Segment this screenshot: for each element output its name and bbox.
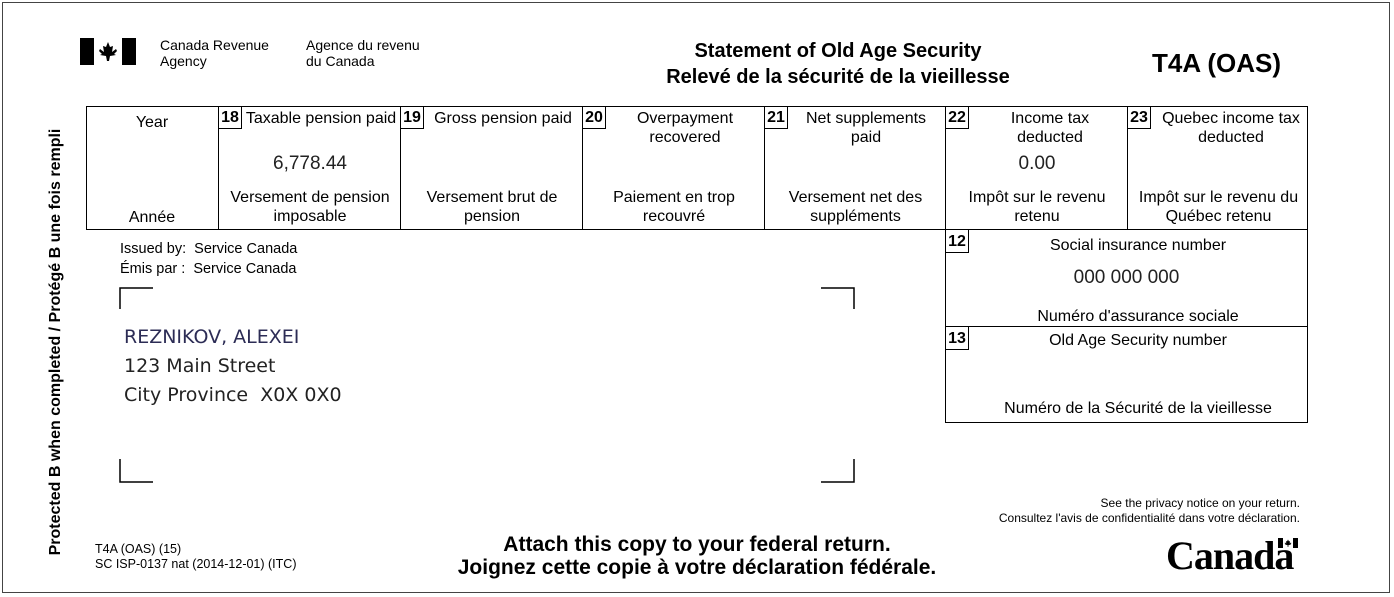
box-number: 22: [946, 106, 969, 129]
emis-par: Émis par : Service Canada: [120, 261, 297, 277]
issued-by: Issued by: Service Canada: [120, 241, 298, 257]
box-label-fr: Impôt sur le revenu retenu: [968, 189, 1106, 225]
agency-fr-line2: du Canada: [306, 53, 375, 69]
box-number: 12: [946, 230, 969, 253]
amount-boxes-row: [86, 106, 1308, 230]
wordmark-text: Canada: [1166, 533, 1294, 578]
box-18-taxable-pension[interactable]: 18 Taxable pension paid 6,778.44 Verseme…: [218, 106, 400, 230]
box-label-en: Net supplements paid: [805, 110, 927, 146]
box-number: 23: [1128, 106, 1151, 129]
privacy-en: See the privacy notice on your return.: [1100, 496, 1300, 510]
box-22-income-tax[interactable]: 22 Income tax deducted 0.00 Impôt sur le…: [945, 106, 1127, 230]
canada-wordmark: Canada: [1166, 532, 1306, 578]
agency-en-line1: Canada Revenue: [160, 37, 269, 53]
box-number: 18: [219, 106, 242, 129]
form-identifier: T4A (OAS) (15) SC ISP-0137 nat (2014-12-…: [95, 542, 296, 572]
privacy-notice: See the privacy notice on your return. C…: [900, 496, 1300, 526]
title-fr: Relevé de la sécurité de la vieillesse: [666, 66, 1010, 88]
year-box[interactable]: Year Année: [86, 106, 218, 230]
box-value: 0.00: [1018, 153, 1056, 174]
sin-label-fr: Numéro d'assurance sociale: [1037, 308, 1239, 325]
form-id: T4A (OAS) (15): [95, 542, 182, 556]
box-21-net-supplements[interactable]: 21 Net supplements paid Versement net de…: [764, 106, 945, 230]
sin-label-en: Social insurance number: [1049, 237, 1227, 254]
year-label-fr: Année: [128, 209, 176, 226]
agency-fr-line1: Agence du revenu: [306, 37, 420, 53]
box-label-fr: Versement de pension imposable: [230, 189, 390, 225]
agency-name-en: Canada Revenue Agency: [160, 37, 269, 69]
box-13-oas-number[interactable]: 13 Old Age Security number Numéro de la …: [945, 326, 1308, 423]
protected-b-notice: Protected B when completed / Protégé B u…: [47, 128, 64, 556]
privacy-fr: Consultez l'avis de confidentialité dans…: [998, 511, 1300, 525]
recipient-name: REZNIKOV, ALEXEI: [124, 326, 300, 348]
form-ref: SC ISP-0137 nat (2014-12-01) (ITC): [95, 557, 297, 571]
issuer-block: Issued by: Service Canada Émis par : Ser…: [120, 239, 297, 279]
box-label-fr: Impôt sur le revenu du Québec retenu: [1138, 189, 1299, 225]
box-label-fr: Paiement en trop recouvré: [613, 189, 735, 225]
attach-instruction: Attach this copy to your federal return.…: [397, 533, 997, 579]
box-23-quebec-tax[interactable]: 23 Quebec income tax deducted Impôt sur …: [1127, 106, 1308, 230]
box-label-en: Taxable pension paid: [245, 110, 397, 127]
canada-flag-icon: [80, 38, 136, 65]
form-title: Statement of Old Age Security Relevé de …: [588, 38, 1088, 90]
box-12-sin[interactable]: 12 Social insurance number 000 000 000 N…: [945, 229, 1308, 327]
oas-label-en: Old Age Security number: [1049, 332, 1227, 349]
recipient-city: City Province X0X 0X0: [124, 384, 342, 406]
sin-value: 000 000 000: [1073, 267, 1180, 288]
box-label-en: Income tax deducted: [1010, 110, 1090, 146]
agency-name-fr: Agence du revenu du Canada: [306, 37, 420, 69]
year-label-en: Year: [135, 114, 169, 131]
box-value: 6,778.44: [273, 153, 347, 174]
box-number: 19: [401, 106, 424, 129]
box-label-fr: Versement brut de pension: [426, 189, 558, 225]
box-number: 20: [583, 106, 606, 129]
oas-label-fr: Numéro de la Sécurité de la vieillesse: [1004, 400, 1272, 417]
box-label-en: Gross pension paid: [434, 110, 572, 127]
wordmark-flag-icon: [1278, 538, 1298, 548]
box-label-en: Overpayment recovered: [636, 110, 734, 146]
form-code: T4A (OAS): [1152, 48, 1282, 78]
address-window-corners: [119, 287, 855, 483]
box-label-en: Quebec income tax deducted: [1162, 110, 1300, 146]
recipient-address: REZNIKOV, ALEXEI 123 Main Street City Pr…: [124, 323, 342, 410]
title-en: Statement of Old Age Security: [694, 40, 982, 62]
agency-en-line2: Agency: [160, 53, 207, 69]
box-20-overpayment[interactable]: 20 Overpayment recovered Paiement en tro…: [582, 106, 764, 230]
box-number: 21: [765, 106, 788, 129]
attach-fr: Joignez cette copie à votre déclaration …: [457, 556, 937, 579]
recipient-street: 123 Main Street: [124, 355, 276, 377]
box-number: 13: [946, 327, 969, 350]
box-label-fr: Versement net des suppléments: [788, 189, 923, 225]
attach-en: Attach this copy to your federal return.: [503, 533, 891, 556]
box-19-gross-pension[interactable]: 19 Gross pension paid Versement brut de …: [400, 106, 582, 230]
